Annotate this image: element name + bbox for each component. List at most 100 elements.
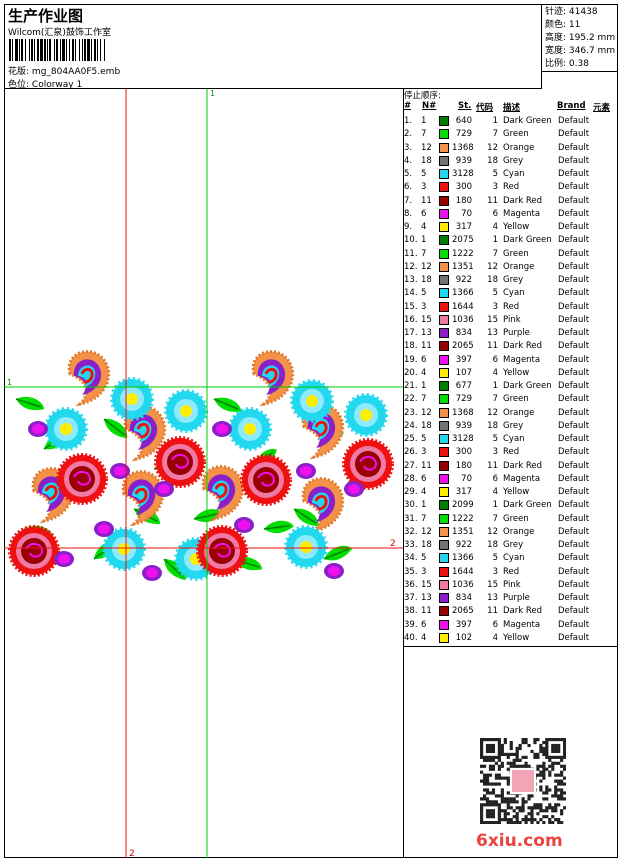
- row-index: 17.: [404, 328, 418, 338]
- row-index: 37.: [404, 593, 418, 603]
- row-description: Cyan: [503, 434, 525, 444]
- row-description: Orange: [503, 407, 535, 418]
- row-code: 7: [492, 129, 498, 140]
- row-description: Green: [503, 513, 529, 524]
- header-element: 元素: [593, 103, 611, 113]
- color-swatch: [439, 235, 449, 246]
- row-brand: Default: [558, 314, 590, 325]
- embroidery-motifs: [8, 350, 394, 585]
- row-index: 31.: [404, 513, 418, 524]
- table-row: 21. 1 677 1 Dark Green Default: [404, 380, 618, 393]
- color-swatch: [439, 116, 449, 126]
- row-stitches: 1644: [452, 566, 474, 577]
- row-index: 33.: [404, 540, 418, 550]
- table-row: 8. 6 70 6 Magenta Default: [404, 208, 618, 221]
- row-stitches: 2075: [452, 235, 474, 246]
- row-description: Grey: [503, 275, 524, 285]
- table-row: 28. 6 70 6 Magenta Default: [404, 473, 618, 486]
- row-needle: 4: [421, 222, 427, 232]
- row-stitches: 1368: [452, 142, 474, 153]
- colorway-name: Colorway 1: [31, 80, 83, 90]
- row-brand: Default: [558, 248, 590, 259]
- row-stitches: 729: [455, 129, 472, 140]
- row-needle: 12: [421, 526, 432, 537]
- row-needle: 13: [421, 328, 432, 338]
- table-row: 34. 5 1366 5 Cyan Default: [404, 552, 618, 565]
- row-brand: Default: [558, 208, 590, 219]
- row-needle: 1: [421, 500, 427, 511]
- color-swatch: [439, 367, 449, 378]
- row-stitches: 1366: [452, 553, 474, 564]
- table-row: 7. 11 180 11 Dark Red Default: [404, 195, 618, 208]
- row-needle: 18: [421, 420, 432, 431]
- row-index: 27.: [404, 460, 418, 471]
- row-description: Green: [503, 129, 529, 140]
- row-needle: 6: [421, 619, 427, 630]
- row-needle: 6: [421, 354, 427, 365]
- color-swatch: [439, 354, 449, 365]
- row-needle: 3: [421, 182, 427, 193]
- row-needle: 1: [421, 381, 427, 391]
- color-swatch: [439, 155, 449, 166]
- table-row: 23. 12 1368 12 Orange Default: [404, 407, 618, 420]
- row-needle: 5: [421, 169, 427, 179]
- row-needle: 5: [421, 288, 427, 299]
- row-brand: Default: [558, 619, 590, 630]
- table-row: 27. 11 180 11 Dark Red Default: [404, 460, 618, 473]
- row-index: 16.: [404, 314, 418, 325]
- header-n: N#: [422, 101, 437, 111]
- row-index: 30.: [404, 500, 418, 511]
- row-code: 3: [492, 182, 498, 193]
- table-row: 36. 15 1036 15 Pink Default: [404, 579, 618, 592]
- row-needle: 18: [421, 275, 432, 285]
- row-code: 1: [492, 235, 498, 246]
- row-stitches: 1351: [452, 261, 474, 272]
- color-swatch: [439, 261, 449, 272]
- row-needle: 11: [421, 341, 432, 352]
- row-description: Dark Green: [503, 235, 552, 246]
- row-code: 6: [492, 619, 498, 630]
- guide-label-right: 2: [390, 539, 396, 549]
- row-brand: Default: [558, 420, 590, 431]
- row-code: 6: [492, 208, 498, 219]
- design-file: 花版: mg_804AA0F5.emb: [8, 64, 120, 77]
- stat-height: 高度: 195.2 mm: [545, 33, 616, 43]
- table-row: 29. 4 317 4 Yellow Default: [404, 486, 618, 499]
- row-index: 28.: [404, 473, 418, 484]
- row-brand: Default: [558, 566, 590, 577]
- table-row: 9. 4 317 4 Yellow Default: [404, 221, 618, 234]
- row-code: 15: [487, 579, 498, 590]
- header-brand: Brand: [557, 101, 586, 111]
- row-description: Grey: [503, 540, 524, 550]
- row-needle: 6: [421, 208, 427, 219]
- row-index: 26.: [404, 447, 418, 458]
- row-needle: 7: [421, 129, 427, 140]
- color-swatch: [439, 566, 449, 577]
- table-row: 11. 7 1222 7 Green Default: [404, 248, 618, 261]
- row-needle: 11: [421, 195, 432, 206]
- color-swatch: [439, 540, 449, 550]
- row-description: Magenta: [503, 619, 541, 630]
- table-row: 25. 5 3128 5 Cyan Default: [404, 433, 618, 446]
- row-stitches: 922: [455, 275, 472, 285]
- row-index: 29.: [404, 487, 418, 497]
- row-needle: 15: [421, 579, 432, 590]
- color-swatch: [439, 553, 449, 564]
- row-code: 11: [487, 195, 498, 206]
- row-code: 1: [492, 381, 498, 391]
- row-brand: Default: [558, 182, 590, 193]
- row-description: Red: [503, 301, 520, 312]
- row-index: 7.: [404, 195, 413, 206]
- row-brand: Default: [558, 473, 590, 484]
- row-index: 25.: [404, 434, 418, 444]
- header-block: 生产作业图 Wilcom(汇泉)鼓饰工作室 花版: mg_804AA0F5.em…: [4, 4, 542, 90]
- row-stitches: 939: [455, 420, 472, 431]
- row-brand: Default: [558, 116, 590, 126]
- row-needle: 18: [421, 540, 432, 550]
- color-swatch: [439, 182, 449, 193]
- row-needle: 7: [421, 394, 427, 405]
- row-needle: 4: [421, 632, 427, 643]
- row-index: 11.: [404, 248, 418, 259]
- row-index: 14.: [404, 288, 418, 299]
- stat-scale: 比例: 0.38: [545, 59, 589, 69]
